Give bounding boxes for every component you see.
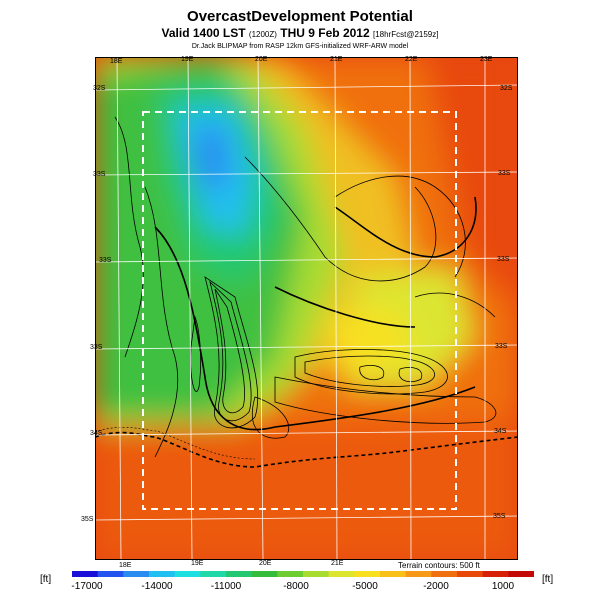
lon-label-bottom: 18E [119, 562, 132, 569]
colorbar-swatch [123, 571, 150, 577]
lat-label-right: 32S [500, 85, 513, 92]
chart-title: OvercastDevelopment Potential [187, 8, 413, 25]
colorbar-swatch [328, 571, 355, 577]
lat-label-left: 35S [81, 516, 94, 523]
lat-label-left: 33S [93, 171, 106, 178]
colorbar-swatch [380, 571, 407, 577]
colorbar-swatch [72, 571, 99, 577]
valid-main: Valid 1400 LST [161, 26, 246, 40]
colorbar-swatch [354, 571, 381, 577]
lon-label-top: 19E [181, 56, 194, 63]
inner-domain-box [142, 111, 457, 510]
valid-date: THU 9 Feb 2012 [280, 26, 370, 40]
colorbar-swatch [251, 571, 278, 577]
colorbar-label: 1000 [491, 581, 515, 592]
lat-label-left: 33S [99, 257, 112, 264]
colorbar-label: -5000 [352, 581, 378, 592]
lat-label-right: 33S [498, 170, 511, 177]
lat-label-right: 33S [497, 256, 510, 263]
colorbar-swatch [277, 571, 304, 577]
terrain-contour-note: Terrain contours: 500 ft [398, 561, 480, 570]
colorbar-swatch [457, 571, 484, 577]
valid-time-line: Valid 1400 LST (1200Z) THU 9 Feb 2012 [1… [0, 26, 600, 40]
lon-label-top: 20E [255, 56, 268, 63]
colorbar-swatch [200, 571, 227, 577]
valid-utc: (1200Z) [248, 30, 277, 39]
colorbar-swatch [149, 571, 176, 577]
lat-label-right: 33S [495, 343, 508, 350]
unit-label-left: [ft] [40, 574, 52, 585]
unit-label-right: [ft] [542, 574, 554, 585]
lat-label-left: 34S [90, 430, 103, 437]
lon-label-top: 21E [330, 56, 343, 63]
lon-label-top: 22E [405, 56, 418, 63]
forecast-info: [18hrFcst@2159z] [372, 30, 439, 39]
lat-label-left: 32S [93, 85, 106, 92]
lon-label-bottom: 21E [331, 560, 344, 567]
colorbar-swatch [303, 571, 330, 577]
colorbar-label: -14000 [141, 581, 173, 592]
lat-label-right: 35S [493, 513, 506, 520]
colorbar-swatch [226, 571, 253, 577]
lon-label-top: 23E [480, 56, 493, 63]
colorbar-label: -17000 [71, 581, 103, 592]
colorbar-swatch [405, 571, 432, 577]
model-credit: Dr.Jack BLIPMAP from RASP 12km GFS-initi… [191, 43, 409, 50]
colorbar-label: -11000 [210, 581, 242, 592]
lat-label-left: 33S [90, 344, 103, 351]
colorbar-label: -8000 [283, 581, 309, 592]
colorbar-swatch [431, 571, 458, 577]
colorbar-label: -2000 [423, 581, 449, 592]
lon-label-top: 18E [110, 58, 123, 65]
lon-label-bottom: 19E [191, 560, 204, 567]
colorbar-swatch [508, 571, 534, 577]
colorbar-swatch [174, 571, 201, 577]
colorbar-swatch [97, 571, 124, 577]
lon-label-bottom: 20E [259, 560, 272, 567]
colorbar-swatch [482, 571, 509, 577]
lat-label-right: 34S [494, 428, 507, 435]
forecast-map [95, 57, 518, 560]
colorbar [72, 571, 534, 577]
